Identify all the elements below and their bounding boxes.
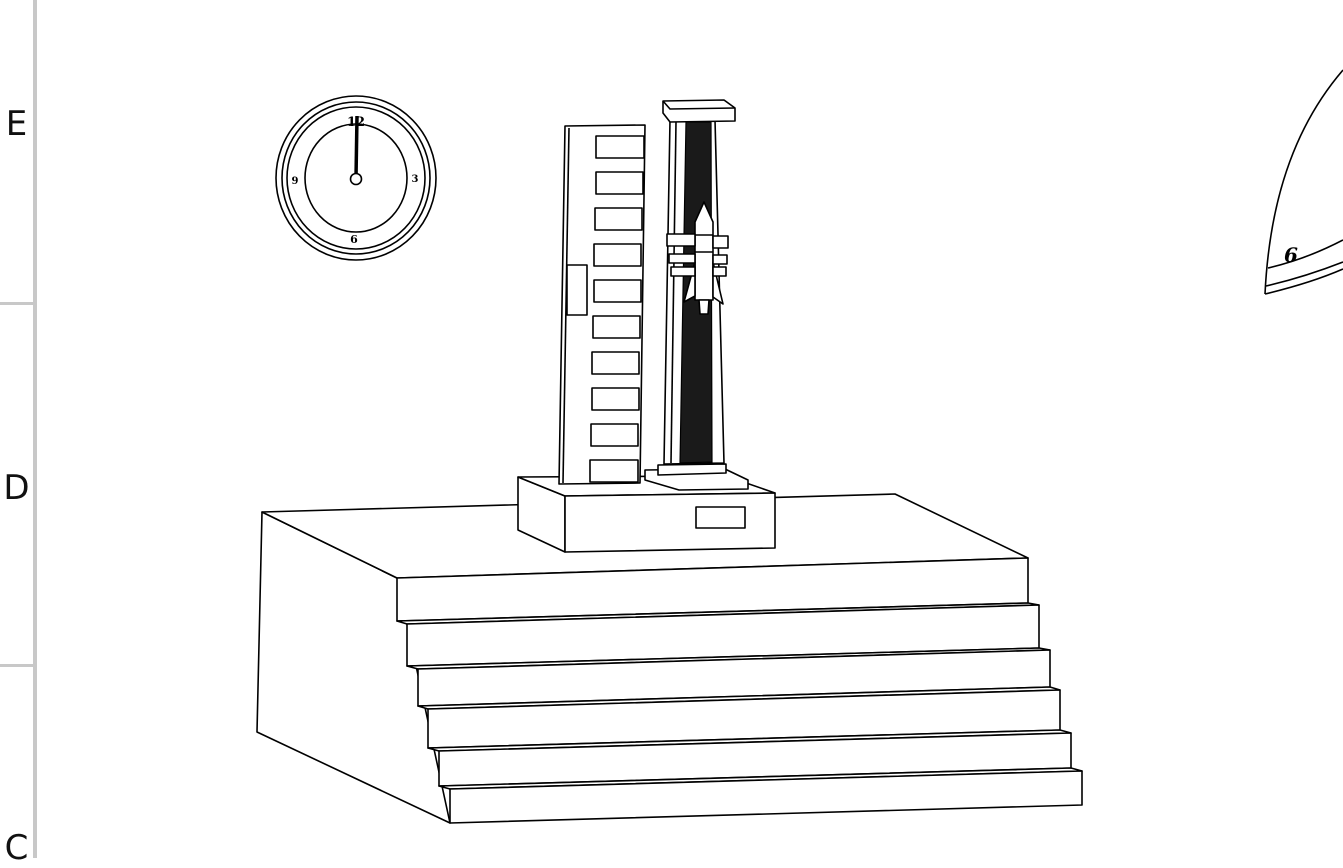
partial-clock-bezel [1267, 239, 1343, 269]
frame-border-line [33, 0, 37, 858]
clock-numeral-6: 6 [350, 233, 358, 246]
rocket [666, 201, 729, 315]
rocket-clamp-right-lower [712, 254, 728, 265]
slab-block [593, 279, 642, 303]
clock-inner-rim [281, 101, 431, 255]
zone-label-d: D [3, 468, 30, 508]
slab-block [592, 315, 641, 339]
rocket-clamp-right [712, 235, 729, 249]
partial-clock-numeral-6: 6 [1284, 243, 1298, 267]
wall-clock: 12 3 6 9 [275, 95, 437, 261]
partial-clock-rim-outer [1264, 69, 1343, 295]
slab-block [589, 459, 639, 483]
podium-step-6 [449, 770, 1083, 824]
slab-window-blocks [589, 135, 645, 483]
slab-block [594, 207, 643, 231]
clock-numeral-9: 9 [292, 176, 299, 187]
stele-slab [558, 124, 646, 485]
rocket-clamp-left [666, 233, 696, 247]
rocket-clamp-right-base [712, 266, 727, 277]
clock-numeral-3: 3 [412, 174, 419, 185]
zone-divider-tick [0, 302, 33, 305]
plinth-plaque [695, 506, 746, 529]
slab-block [595, 171, 644, 195]
slab-side-panel [566, 264, 588, 316]
clock-numeral-12: 12 [347, 115, 365, 130]
column-cap [662, 99, 736, 123]
rocket-clamp-left-base [670, 266, 696, 277]
slab-block [591, 387, 640, 411]
partial-clock-rim-inner [1265, 261, 1343, 287]
slab-block [593, 243, 642, 267]
slab-edge-line [562, 127, 570, 484]
clock-center-pin [349, 172, 363, 186]
clock-hand [354, 115, 359, 179]
slab-block [590, 423, 639, 447]
rocket-body [694, 201, 714, 301]
wall-clock-partial: 6 [1264, 69, 1343, 295]
column-cap-edge [662, 100, 736, 110]
partial-clock-rim-bottom [1264, 268, 1343, 295]
column-inner-line [670, 121, 677, 464]
zone-divider-tick [0, 664, 33, 667]
clock-bezel [286, 106, 426, 250]
rocket-nozzle [698, 299, 710, 315]
column-foot [657, 463, 727, 476]
rocket-clamp-left-lower [668, 253, 696, 264]
slab-block [591, 351, 640, 375]
slab-block [595, 135, 645, 159]
monument-plinth [517, 468, 776, 553]
zone-label-e: E [5, 104, 28, 144]
